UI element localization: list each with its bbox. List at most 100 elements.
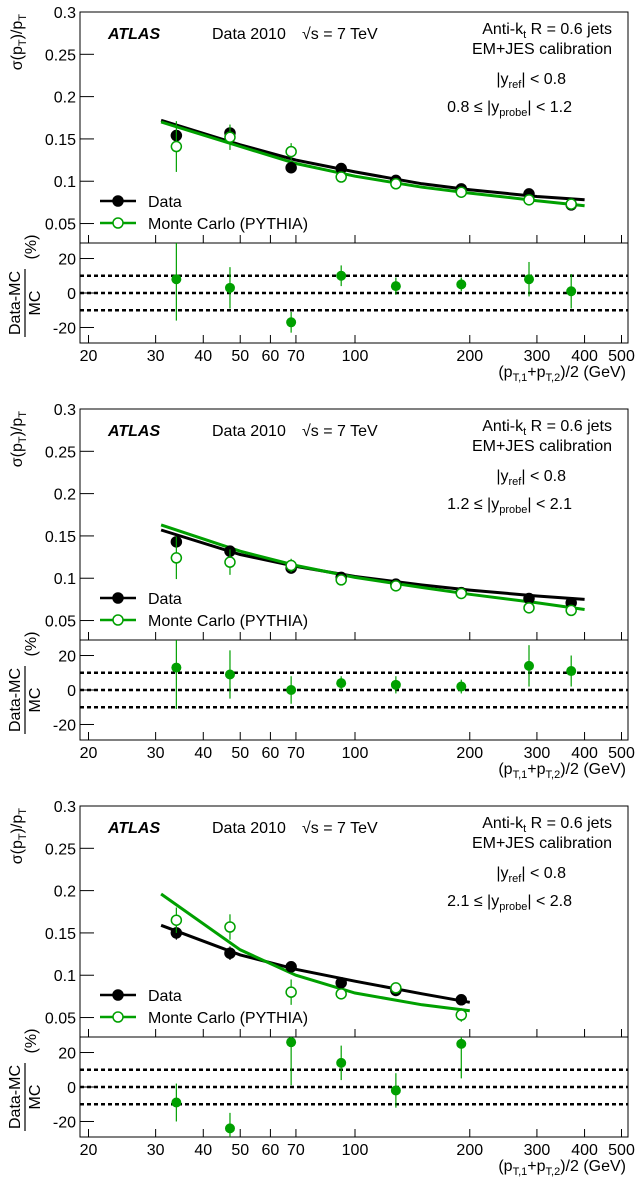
x-axis-label-part: (p — [498, 761, 512, 778]
ratio-label-denominator: MC — [27, 1085, 44, 1110]
filled-marker — [285, 961, 297, 973]
y-tick-label: 0.05 — [45, 614, 76, 631]
x-tick-label: 20 — [80, 348, 98, 365]
y-tick-label: 0.2 — [54, 884, 76, 901]
open-marker — [390, 580, 402, 592]
y-tick-label: 0.2 — [54, 90, 76, 107]
y-tick-label: 20 — [58, 252, 76, 269]
dataset-label: Data 2010 — [212, 26, 286, 43]
jets-label: Anti-kt R = 0.6 jets — [482, 815, 612, 835]
fit-curve — [160, 528, 585, 601]
y-tick-label: 0.05 — [45, 1011, 76, 1028]
calibration-label: EM+JES calibration — [472, 438, 612, 455]
ref-label-part: | < 0.8 — [521, 468, 566, 485]
jets-label-part: R = 0.6 jets — [526, 418, 612, 435]
filled-marker — [285, 161, 297, 174]
y-axis-label-sub: T — [17, 436, 29, 443]
probe-label-part: 0.8 ≤ |y — [447, 99, 499, 116]
x-tick-label: 20 — [80, 745, 98, 762]
open-marker — [285, 986, 297, 998]
y-tick-label: 0.05 — [45, 217, 76, 234]
x-tick-label: 30 — [147, 745, 165, 762]
open-marker — [455, 186, 468, 198]
jets-label: Anti-kt R = 0.6 jets — [482, 418, 612, 438]
panel: 20 30 40 50 60 70 100 200 300 400 500(pT,1+pT,2)/2… — [7, 5, 635, 384]
filled-marker — [455, 994, 468, 1006]
x-axis-label-sub: T,2 — [546, 372, 561, 384]
x-axis-label-part: )/2 (GeV) — [560, 761, 626, 778]
jets-label-sub: t — [523, 29, 526, 41]
y-axis-label-part: σ(p — [9, 46, 26, 70]
calibration-label: EM+JES calibration — [472, 41, 612, 58]
panel: 20 30 40 50 60 70 100 200 300 400 500(pT,1+pT,2)/2… — [7, 799, 635, 1178]
ratio-label-denominator: MC — [27, 291, 44, 316]
open-marker — [224, 921, 236, 933]
ratio-marker — [566, 286, 577, 297]
y-axis-label-sub: T — [17, 39, 29, 46]
ratio-label-unit: (%) — [23, 632, 40, 657]
fit-curve — [160, 523, 585, 611]
filled-marker — [112, 592, 124, 604]
x-axis-label-part: )/2 (GeV) — [560, 364, 626, 381]
ratio-label-numerator: Data-MC — [7, 668, 24, 732]
energy-label: √s = 7 TeV — [302, 26, 378, 43]
fit-curve — [160, 923, 471, 1004]
calibration-label: EM+JES calibration — [472, 835, 612, 852]
open-marker — [335, 171, 347, 183]
y-tick-label: 0 — [67, 286, 76, 303]
probe-label-part: | < 1.2 — [527, 99, 572, 116]
ratio-label-numerator: Data-MC — [7, 1065, 24, 1129]
ratio-label-denominator: MC — [27, 688, 44, 713]
open-marker — [170, 140, 183, 153]
fit-curve — [160, 892, 470, 1013]
x-tick-label: 500 — [608, 348, 635, 365]
x-tick-label: 500 — [608, 1142, 635, 1159]
x-tick-label: 300 — [524, 745, 551, 762]
y-tick-label: -20 — [53, 320, 76, 337]
open-marker — [565, 604, 577, 617]
ref-label-sub: ref — [509, 873, 523, 885]
y-axis-label-part: )/p — [9, 418, 26, 437]
open-marker — [112, 614, 124, 626]
y-tick-label: 0.3 — [54, 799, 76, 816]
x-axis-label: (pT,1+pT,2)/2 (GeV) — [498, 364, 626, 384]
y-axis-label-part: )/p — [9, 21, 26, 40]
y-tick-label: 0.15 — [45, 132, 76, 149]
x-tick-label: 300 — [524, 348, 551, 365]
y-tick-label: 0.1 — [54, 968, 76, 985]
y-axis-label-sub: T — [17, 808, 29, 815]
open-marker — [565, 198, 577, 210]
x-tick-label: 100 — [342, 348, 369, 365]
y-axis-label-sub: T — [17, 14, 29, 21]
open-marker — [112, 1011, 124, 1023]
open-marker — [224, 131, 236, 143]
open-marker — [390, 178, 402, 190]
ratio-marker — [524, 274, 535, 285]
ratio-marker — [456, 279, 467, 290]
x-axis-label-part: (p — [498, 1158, 512, 1175]
ratio-layer — [171, 243, 577, 333]
x-axis-label-sub: T,1 — [513, 769, 528, 781]
dataset-label: Data 2010 — [212, 820, 286, 837]
x-tick-label: 30 — [147, 1142, 165, 1159]
ref-label: |yref| < 0.8 — [496, 865, 566, 885]
ratio-marker — [336, 678, 347, 689]
ratio-marker — [390, 1085, 401, 1096]
open-marker — [285, 145, 297, 158]
dataset-label: Data 2010 — [212, 423, 286, 440]
y-tick-label: 0.3 — [54, 402, 76, 419]
probe-label-part: | < 2.1 — [527, 496, 572, 513]
legend-label: Data — [148, 194, 182, 211]
open-marker — [523, 602, 535, 614]
open-marker — [335, 574, 347, 586]
x-tick-label: 40 — [194, 348, 212, 365]
ratio-marker — [224, 282, 235, 293]
ratio-marker — [456, 681, 467, 692]
x-tick-label: 70 — [287, 745, 305, 762]
jets-label: Anti-kt R = 0.6 jets — [482, 21, 612, 41]
energy-label: √s = 7 TeV — [302, 820, 378, 837]
ratio-marker — [336, 270, 347, 281]
probe-label-sub: probe — [499, 504, 527, 516]
series-layer — [160, 118, 585, 211]
